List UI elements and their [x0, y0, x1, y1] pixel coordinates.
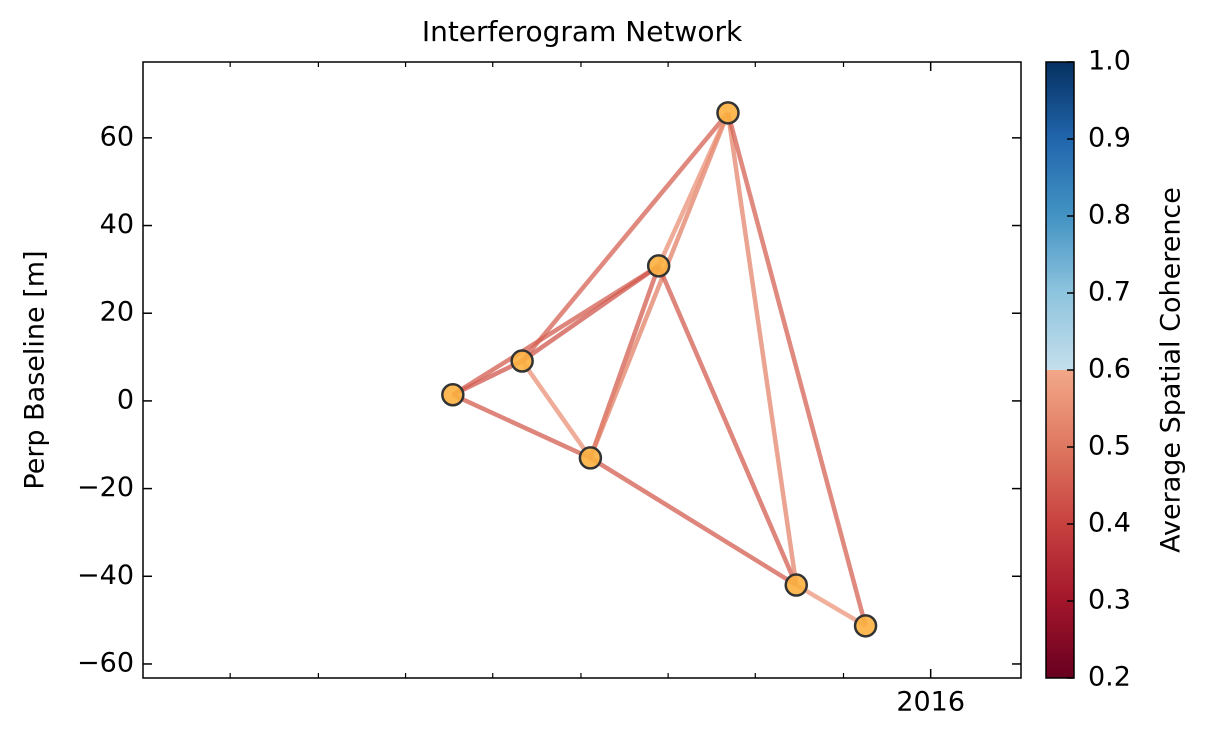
- colorbar-tick-label: 0.2: [1088, 662, 1131, 693]
- edge: [795, 583, 867, 628]
- y-tick-label: −40: [77, 560, 134, 591]
- edge: [656, 111, 731, 267]
- edge: [589, 455, 798, 587]
- node: [784, 573, 808, 597]
- edge: [656, 264, 799, 586]
- node: [716, 101, 740, 125]
- y-tick-label: 0: [117, 384, 134, 415]
- edge: [725, 112, 799, 586]
- y-tick-label: 20: [100, 297, 134, 328]
- colorbar-tick-label: 1.0: [1088, 46, 1131, 77]
- colorbar-tick-label: 0.5: [1088, 431, 1131, 462]
- edge: [725, 112, 868, 627]
- colorbar-tick-label: 0.7: [1088, 277, 1131, 308]
- node: [441, 383, 465, 407]
- y-axis-label: Perp Baseline [m]: [20, 250, 51, 489]
- y-tick-label: −20: [77, 472, 134, 503]
- colorbar-tick-label: 0.8: [1088, 200, 1131, 231]
- colorbar-tick-label: 0.9: [1088, 123, 1131, 154]
- y-tick-label: 40: [100, 209, 134, 240]
- edge: [520, 359, 593, 460]
- edge: [451, 392, 592, 460]
- edge: [588, 112, 731, 459]
- edge: [520, 111, 730, 363]
- colorbar-tick-label: 0.6: [1088, 354, 1131, 385]
- y-tick-label: 60: [100, 121, 134, 152]
- node: [578, 446, 603, 470]
- node: [646, 254, 671, 278]
- x-tick-label: 2016: [896, 687, 965, 718]
- plot-frame: [142, 61, 1022, 679]
- y-tick-label: −60: [77, 647, 134, 678]
- node: [853, 614, 878, 638]
- node: [510, 349, 534, 373]
- colorbar: [1045, 61, 1075, 679]
- edge: [520, 264, 660, 363]
- colorbar-label: Average Spatial Coherence: [1156, 187, 1187, 553]
- colorbar-tick-label: 0.4: [1088, 508, 1131, 539]
- chart-title: Interferogram Network: [422, 15, 743, 48]
- colorbar-tick-label: 0.3: [1088, 585, 1131, 616]
